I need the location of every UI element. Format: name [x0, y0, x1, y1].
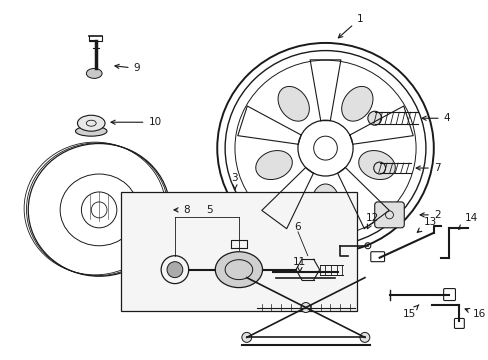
Text: 6: 6 [294, 222, 301, 232]
Text: 13: 13 [416, 217, 436, 232]
Text: 14: 14 [458, 213, 478, 229]
Circle shape [242, 332, 251, 342]
Text: 5: 5 [205, 205, 212, 215]
Text: 8: 8 [174, 205, 189, 215]
Ellipse shape [373, 162, 385, 174]
Text: 7: 7 [415, 163, 440, 173]
Circle shape [300, 302, 310, 312]
Text: 1: 1 [338, 14, 363, 38]
Bar [121, 192, 356, 311]
Text: 15: 15 [402, 305, 418, 319]
Text: 2: 2 [419, 210, 440, 220]
Text: 11: 11 [293, 257, 306, 272]
Circle shape [359, 332, 369, 342]
Ellipse shape [255, 150, 292, 180]
Ellipse shape [311, 184, 339, 222]
Ellipse shape [75, 126, 107, 136]
Ellipse shape [278, 86, 309, 121]
Ellipse shape [215, 252, 262, 288]
Text: 4: 4 [421, 113, 449, 123]
Ellipse shape [77, 115, 105, 131]
Text: 3: 3 [231, 173, 238, 189]
FancyBboxPatch shape [374, 202, 404, 228]
Text: 16: 16 [464, 309, 486, 319]
Text: 12: 12 [366, 213, 379, 229]
Ellipse shape [358, 150, 394, 180]
Text: 10: 10 [111, 117, 161, 127]
Text: 9: 9 [115, 63, 140, 73]
Ellipse shape [341, 86, 372, 121]
Ellipse shape [367, 111, 381, 125]
Ellipse shape [86, 68, 102, 78]
Circle shape [167, 262, 183, 278]
